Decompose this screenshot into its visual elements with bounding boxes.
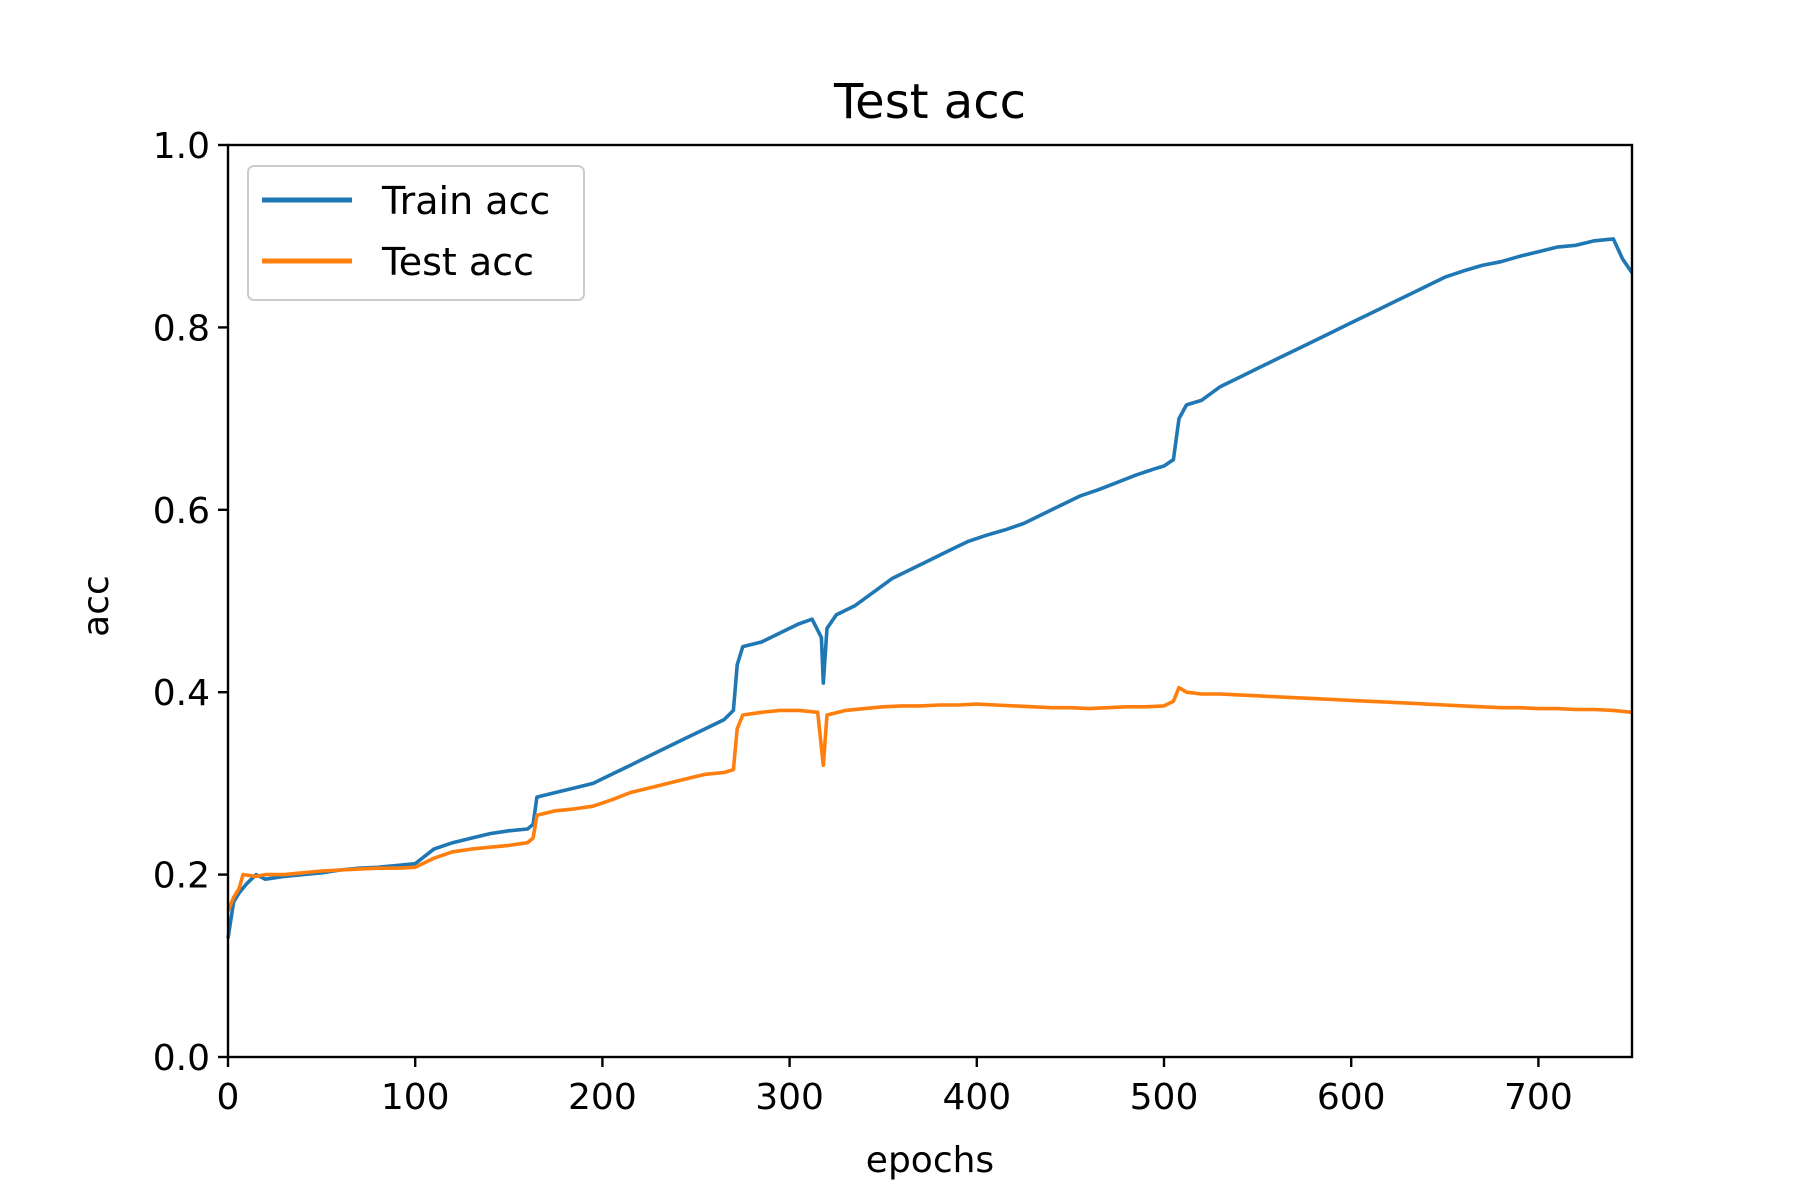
x-tick-label: 200	[568, 1077, 637, 1118]
x-tick-label: 300	[755, 1077, 824, 1118]
chart-title: Test acc	[833, 74, 1026, 130]
series-line-test-acc	[226, 685, 1633, 912]
x-tick-label: 0	[217, 1077, 240, 1118]
y-axis-label: acc	[76, 575, 117, 637]
legend: Train acc Test acc	[247, 165, 585, 301]
x-tick-label: 400	[942, 1077, 1011, 1118]
legend-label-train-acc: Train acc	[381, 179, 550, 223]
plot-frame	[226, 143, 1634, 1059]
y-tick-label: 0.2	[153, 856, 210, 897]
y-tick-label: 0.8	[153, 308, 210, 349]
x-tick-label: 100	[381, 1077, 450, 1118]
series-line-train-acc	[226, 237, 1634, 939]
y-tick-label: 0.6	[153, 491, 210, 532]
x-axis-label: epochs	[866, 1140, 994, 1181]
y-axis-ticks: 0.0 0.2 0.4 0.6 0.8 1.0	[153, 126, 228, 1079]
y-tick-label: 0.4	[153, 673, 210, 714]
x-axis-ticks: 0 100 200 300 400 500 600 700	[217, 1057, 1573, 1118]
x-tick-label: 700	[1504, 1077, 1573, 1118]
x-tick-label: 600	[1317, 1077, 1386, 1118]
y-tick-label: 0.0	[153, 1038, 210, 1079]
plot-area	[226, 237, 1634, 939]
x-tick-label: 500	[1130, 1077, 1199, 1118]
legend-label-test-acc: Test acc	[381, 240, 534, 284]
y-tick-label: 1.0	[153, 126, 210, 167]
